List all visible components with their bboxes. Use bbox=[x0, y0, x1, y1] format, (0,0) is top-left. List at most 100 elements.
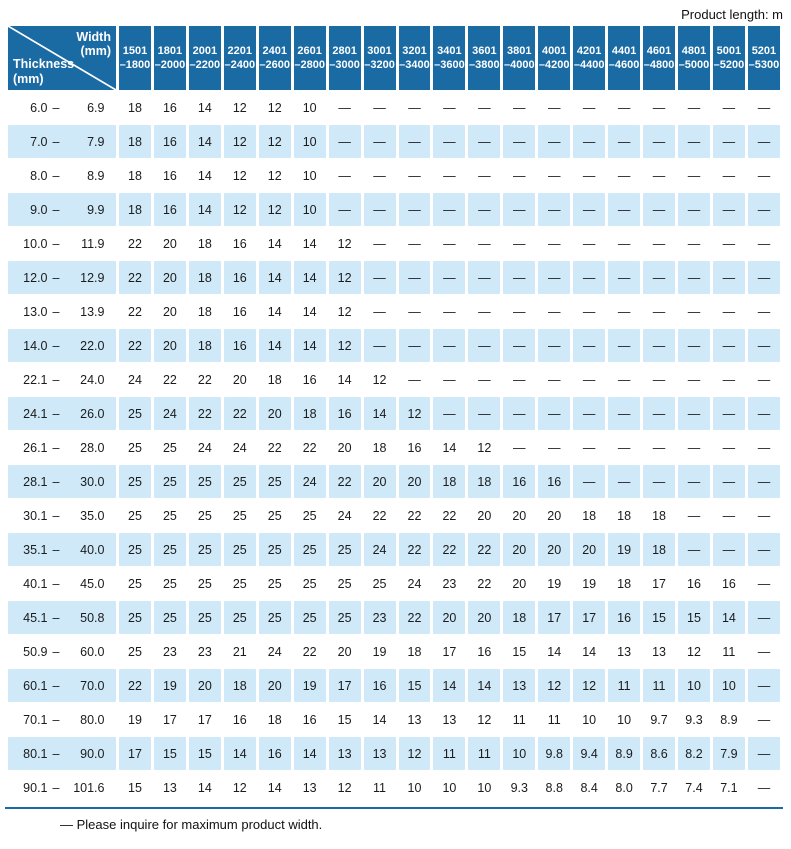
length-value-cell: 24 bbox=[337, 508, 352, 523]
thickness-range-dash: – bbox=[52, 576, 60, 591]
length-value-cell: 22 bbox=[302, 644, 317, 659]
length-value-cell: — bbox=[722, 168, 736, 183]
length-value-cell: 12 bbox=[267, 168, 282, 183]
length-value-cell: — bbox=[547, 304, 561, 319]
table-row: 35.1–40.0 25 25 25 25 25 25 25 24 22 22 22 20 20 20 19 1… bbox=[8, 533, 780, 566]
length-value-cell: 18 bbox=[267, 372, 282, 387]
length-value-cell: 14 bbox=[258, 329, 291, 362]
length-value-cell: 22 bbox=[223, 397, 256, 430]
width-column-header: 3201 –3400 bbox=[398, 26, 431, 90]
length-value-cell: — bbox=[712, 261, 745, 294]
length-value-cell: — bbox=[513, 304, 526, 319]
thickness-range-dash: – bbox=[52, 304, 60, 319]
width-column-header: 3801 –4000 bbox=[503, 26, 536, 90]
max-product-length-table: Width (mm) Thickness (mm) 1501 –1800 1801–… bbox=[5, 25, 783, 805]
length-value-cell: 15 bbox=[188, 737, 221, 770]
length-value-cell: 9.3 bbox=[510, 780, 528, 795]
length-value-cell: 15 bbox=[337, 712, 352, 727]
length-value-cell: 13 bbox=[652, 644, 666, 659]
length-value-cell: — bbox=[608, 329, 641, 362]
length-value-cell: 14 bbox=[293, 261, 326, 294]
length-value-cell: 19 bbox=[547, 576, 562, 591]
length-value-cell: 14 bbox=[258, 261, 291, 294]
table-row: 80.1–90.0 17 15 15 14 16 14 13 13 12 11 11 10 9.8 9.4 8… bbox=[8, 737, 780, 770]
width-column-header: 1801 –2000 bbox=[153, 26, 186, 90]
length-value-cell: 16 bbox=[153, 125, 186, 158]
length-value-cell: 20 bbox=[153, 261, 186, 294]
length-value-cell: 18 bbox=[617, 508, 632, 523]
length-value-cell: 8.0 bbox=[615, 780, 633, 795]
thickness-range-cell: 7.0– 7.9 bbox=[8, 125, 116, 158]
length-value-cell: 18 bbox=[293, 397, 326, 430]
thickness-min: 30.1 bbox=[23, 508, 48, 523]
length-value-cell: 19 bbox=[372, 644, 387, 659]
length-value-cell: 10 bbox=[503, 737, 536, 770]
length-value-cell: 16 bbox=[721, 576, 736, 591]
thickness-max: 24.0 bbox=[80, 372, 105, 387]
length-value-cell: 13 bbox=[328, 737, 361, 770]
length-value-cell: 11 bbox=[433, 737, 466, 770]
length-value-cell: 10 bbox=[712, 669, 745, 702]
length-value-cell: 18 bbox=[433, 465, 466, 498]
length-value-cell: 25 bbox=[223, 601, 256, 634]
thickness-min: 12.0 bbox=[23, 270, 48, 285]
length-value-cell: — bbox=[643, 397, 675, 430]
length-value-cell: — bbox=[757, 780, 771, 795]
length-value-cell: 14 bbox=[442, 440, 457, 455]
length-value-cell: — bbox=[573, 193, 606, 226]
thickness-max: 50.8 bbox=[80, 610, 105, 625]
length-value-cell: 22 bbox=[433, 533, 466, 566]
length-value-cell: 25 bbox=[328, 533, 361, 566]
length-value-cell: 11 bbox=[373, 780, 387, 795]
length-value-cell: 18 bbox=[188, 261, 221, 294]
length-value-cell: 22 bbox=[468, 533, 501, 566]
length-value-cell: 22 bbox=[197, 372, 212, 387]
length-value-cell: 11 bbox=[722, 644, 736, 659]
length-value-cell: — bbox=[608, 465, 641, 498]
length-value-cell: 23 bbox=[442, 576, 457, 591]
length-value-cell: — bbox=[373, 100, 386, 115]
width-column-header: 2001 –2200 bbox=[188, 26, 221, 90]
length-value-cell: — bbox=[757, 644, 771, 659]
table-row: 30.1– 35.0 25 25 25 25 25 25 24 22 22 22 20 20 20 18 18 1… bbox=[8, 499, 780, 532]
length-value-cell: 14 bbox=[188, 193, 221, 226]
thickness-range-cell: 90.1–101.6 bbox=[8, 771, 116, 804]
length-value-cell: 13 bbox=[363, 737, 396, 770]
length-value-cell: — bbox=[398, 125, 431, 158]
thickness-max: 8.9 bbox=[87, 168, 105, 183]
length-value-cell: 14 bbox=[433, 669, 466, 702]
length-value-cell: 11 bbox=[547, 712, 561, 727]
length-value-cell: — bbox=[573, 261, 606, 294]
length-value-cell: 25 bbox=[223, 465, 256, 498]
length-value-cell: — bbox=[722, 508, 736, 523]
length-value-cell: 12 bbox=[258, 125, 291, 158]
thickness-range-dash: – bbox=[52, 746, 60, 761]
length-value-cell: 25 bbox=[119, 601, 151, 634]
length-value-cell: 19 bbox=[582, 576, 597, 591]
length-value-cell: 22 bbox=[302, 440, 317, 455]
thickness-range-cell: 40.1– 45.0 bbox=[8, 567, 116, 600]
length-value-cell: 22 bbox=[119, 669, 151, 702]
length-value-cell: — bbox=[433, 397, 466, 430]
length-value-cell: 16 bbox=[477, 644, 492, 659]
thickness-range-dash: – bbox=[52, 780, 60, 795]
length-value-cell: 24 bbox=[232, 440, 247, 455]
width-column-header: 4201 –4400 bbox=[573, 26, 606, 90]
thickness-range-cell: 26.1– 28.0 bbox=[8, 431, 116, 464]
length-value-cell: 18 bbox=[128, 100, 142, 115]
thickness-min: 80.1 bbox=[23, 746, 48, 761]
length-value-cell: 13 bbox=[617, 644, 632, 659]
length-value-cell: 16 bbox=[223, 261, 256, 294]
length-value-cell: 20 bbox=[153, 329, 186, 362]
length-value-cell: — bbox=[712, 329, 745, 362]
length-value-cell: 9.3 bbox=[685, 712, 703, 727]
thickness-max: 26.0 bbox=[80, 406, 105, 421]
length-value-cell: 20 bbox=[503, 533, 536, 566]
table-row: 7.0–7.9 18 16 14 12 12 10— — — — — — — — — — — — — bbox=[8, 125, 780, 158]
length-value-cell: — bbox=[328, 193, 361, 226]
length-value-cell: — bbox=[608, 261, 641, 294]
length-value-cell: 16 bbox=[232, 236, 247, 251]
length-value-cell: — bbox=[573, 329, 606, 362]
length-value-cell: 22 bbox=[188, 397, 221, 430]
length-value-cell: 12 bbox=[223, 193, 256, 226]
